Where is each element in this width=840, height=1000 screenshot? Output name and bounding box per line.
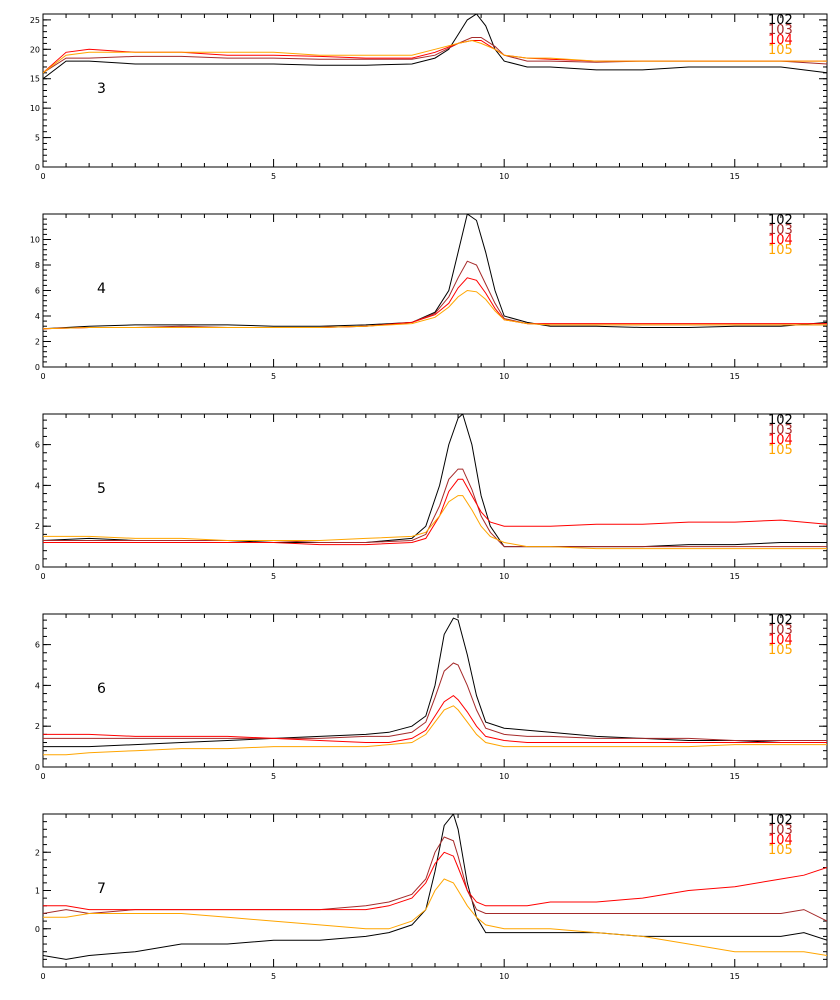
panel-number-label: 7 <box>97 881 106 897</box>
x-tick-label: 15 <box>730 172 740 181</box>
series-line-103 <box>43 662 827 741</box>
y-tick-label: 10 <box>30 104 40 113</box>
y-tick-label: 15 <box>30 75 40 84</box>
legend-entry-103: 103 <box>768 823 793 838</box>
legend-entry-104: 104 <box>768 633 793 648</box>
legend-entry-105: 105 <box>768 443 793 458</box>
series-line-102 <box>43 414 827 548</box>
x-tick-label: 5 <box>271 572 276 581</box>
x-tick-label: 10 <box>499 372 509 381</box>
y-tick-label: 1 <box>35 887 40 896</box>
legend-entry-102: 102 <box>768 613 793 628</box>
y-tick-label: 0 <box>35 163 40 172</box>
legend-entry-102: 102 <box>768 13 793 28</box>
series-line-102 <box>43 14 827 80</box>
legend-entry-103: 103 <box>768 223 793 238</box>
series-line-104 <box>43 851 827 911</box>
legend-entry-104: 104 <box>768 833 793 848</box>
legend-entry-105: 105 <box>768 843 793 858</box>
series-line-102 <box>43 214 827 330</box>
y-tick-label: 0 <box>35 363 40 372</box>
legend-entry-103: 103 <box>768 423 793 438</box>
y-tick-label: 2 <box>35 848 40 857</box>
legend-entry-103: 103 <box>768 623 793 638</box>
y-tick-label: 4 <box>35 481 40 490</box>
legend-entry-104: 104 <box>768 33 793 48</box>
y-tick-label: 6 <box>35 287 40 296</box>
y-tick-label: 2 <box>35 722 40 731</box>
y-tick-label: 8 <box>35 261 40 270</box>
x-tick-label: 5 <box>271 172 276 181</box>
x-tick-label: 10 <box>499 772 509 781</box>
x-tick-label: 15 <box>730 972 740 981</box>
legend-entry-102: 102 <box>768 213 793 228</box>
x-tick-label: 10 <box>499 172 509 181</box>
legend-entry-105: 105 <box>768 243 793 258</box>
series-line-104 <box>43 694 827 743</box>
legend-entry-102: 102 <box>768 413 793 428</box>
x-tick-label: 0 <box>40 572 45 581</box>
legend-entry-104: 104 <box>768 433 793 448</box>
series-line-102 <box>43 814 827 960</box>
series-line-105 <box>43 39 827 74</box>
x-tick-label: 5 <box>271 972 276 981</box>
series-line-102 <box>43 617 827 748</box>
series-line-105 <box>43 705 827 756</box>
x-tick-label: 15 <box>730 372 740 381</box>
x-tick-label: 15 <box>730 572 740 581</box>
panel-number-label: 4 <box>97 281 106 297</box>
series-line-105 <box>43 289 827 330</box>
plot-frame <box>42 413 828 568</box>
x-tick-label: 0 <box>40 972 45 981</box>
y-tick-label: 25 <box>30 16 40 25</box>
y-tick-label: 4 <box>35 681 40 690</box>
y-tick-label: 20 <box>30 45 40 54</box>
legend-entry-105: 105 <box>768 43 793 58</box>
y-tick-label: 0 <box>35 763 40 772</box>
x-tick-label: 5 <box>271 372 276 381</box>
series-line-103 <box>43 260 827 330</box>
x-tick-label: 10 <box>499 572 509 581</box>
series-line-103 <box>43 468 827 548</box>
series-line-104 <box>43 277 827 330</box>
series-line-103 <box>43 37 827 74</box>
y-tick-label: 2 <box>35 338 40 347</box>
plot-frame <box>42 213 828 368</box>
x-tick-label: 5 <box>271 772 276 781</box>
legend-entry-105: 105 <box>768 643 793 658</box>
y-tick-label: 0 <box>35 563 40 572</box>
y-tick-label: 2 <box>35 522 40 531</box>
y-tick-label: 10 <box>30 236 40 245</box>
legend-entry-104: 104 <box>768 233 793 248</box>
x-tick-label: 0 <box>40 772 45 781</box>
plot-frame <box>42 613 828 768</box>
y-tick-label: 6 <box>35 641 40 650</box>
panel-number-label: 3 <box>97 81 106 97</box>
plot-frame <box>42 13 828 168</box>
x-tick-label: 0 <box>40 172 45 181</box>
y-tick-label: 0 <box>35 925 40 934</box>
y-tick-label: 6 <box>35 441 40 450</box>
legend-entry-103: 103 <box>768 23 793 38</box>
x-tick-label: 0 <box>40 372 45 381</box>
panel-number-label: 5 <box>97 481 106 497</box>
series-line-105 <box>43 495 827 550</box>
y-tick-label: 5 <box>35 134 40 143</box>
legend-entry-102: 102 <box>768 813 793 828</box>
series-line-104 <box>43 478 827 546</box>
series-line-103 <box>43 836 827 922</box>
x-tick-label: 15 <box>730 772 740 781</box>
x-tick-label: 10 <box>499 972 509 981</box>
series-line-105 <box>43 878 827 956</box>
y-tick-label: 4 <box>35 312 40 321</box>
panel-number-label: 6 <box>97 681 106 697</box>
